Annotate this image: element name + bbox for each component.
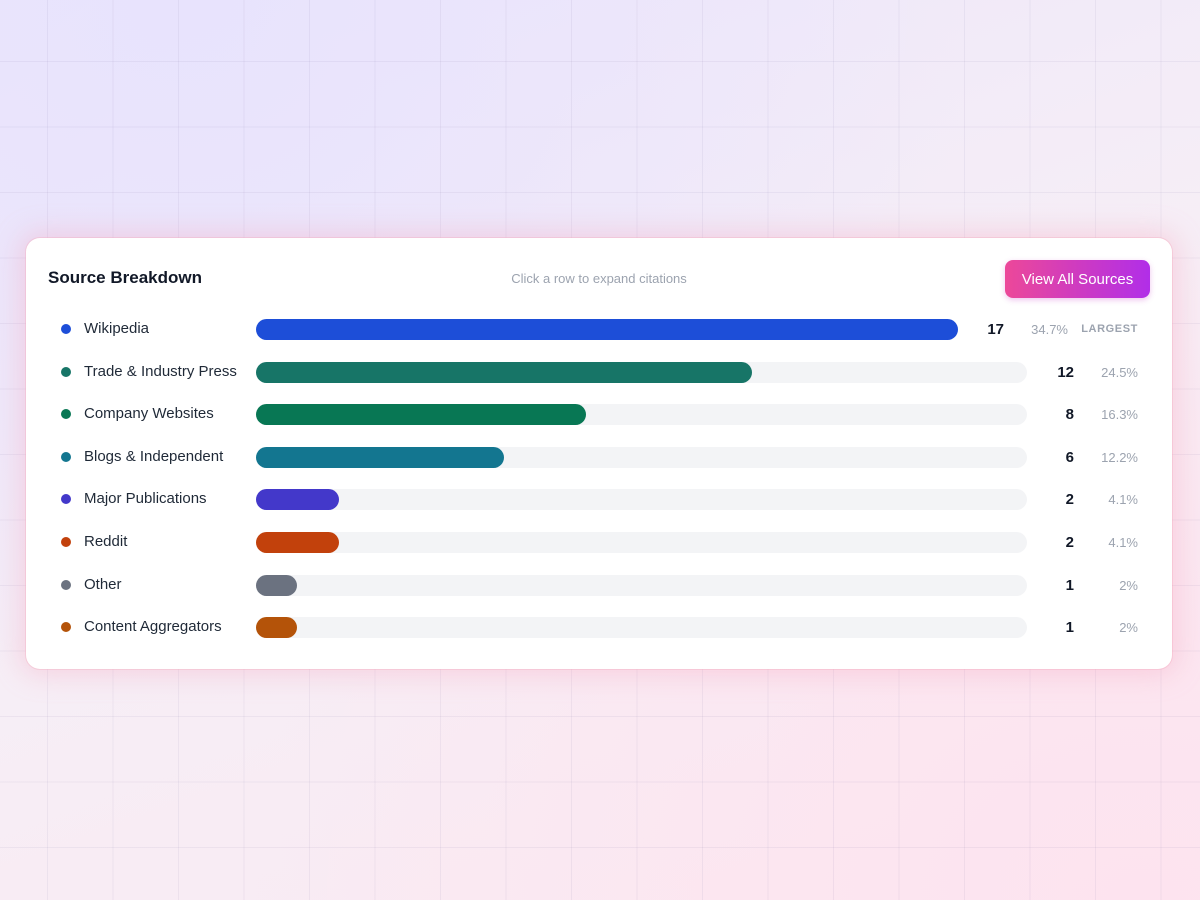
bar-track — [256, 404, 1027, 426]
source-label: Content Aggregators — [84, 618, 222, 636]
expand-hint: Click a row to expand citations — [511, 271, 687, 286]
color-dot-icon — [61, 579, 71, 590]
card-title: Source Breakdown — [48, 268, 202, 287]
source-row-reddit[interactable]: Reddit 2 4.1% — [26, 521, 1172, 564]
bar-fill — [256, 446, 504, 468]
color-dot-icon — [61, 494, 71, 505]
color-dot-icon — [61, 324, 71, 334]
source-row-major-publications[interactable]: Major Publications 2 4.1% — [26, 478, 1172, 521]
bar-track — [256, 617, 1027, 639]
source-percent: 12.2% — [1101, 449, 1138, 465]
bar-fill — [256, 489, 339, 511]
source-label: Blogs & Independent — [84, 447, 224, 465]
view-all-sources-button[interactable]: View All Sources — [1005, 260, 1150, 298]
source-label: Other — [84, 575, 122, 593]
source-count: 1 — [1065, 619, 1074, 637]
source-count: 2 — [1065, 533, 1074, 551]
source-list: Wikipedia 17 34.7% LARGEST Trade & Indus… — [26, 308, 1172, 649]
source-row-other[interactable]: Other 1 2% — [26, 564, 1172, 607]
source-count: 2 — [1065, 491, 1074, 509]
source-label: Trade & Industry Press — [84, 362, 237, 380]
source-label: Company Websites — [84, 405, 214, 423]
source-label: Wikipedia — [84, 320, 150, 337]
source-row-content-aggregators[interactable]: Content Aggregators 1 2% — [26, 606, 1172, 649]
bar-track — [256, 531, 1027, 553]
source-label: Reddit — [84, 532, 128, 550]
bar-track — [256, 446, 1027, 468]
bar-track — [256, 361, 1027, 383]
bar-track — [256, 489, 1027, 511]
source-row-trade-industry-press[interactable]: Trade & Industry Press 12 24.5% — [26, 351, 1172, 394]
source-percent: 4.1% — [1108, 534, 1138, 550]
color-dot-icon — [61, 536, 71, 547]
source-breakdown-card: Source Breakdown Click a row to expand c… — [26, 238, 1172, 669]
source-count: 12 — [1057, 363, 1074, 381]
bar-track — [256, 319, 958, 340]
source-count: 8 — [1065, 406, 1074, 424]
source-percent: 34.7% — [1031, 322, 1068, 337]
bar-fill — [256, 404, 587, 426]
source-label: Major Publications — [84, 490, 207, 508]
source-count: 1 — [1065, 576, 1074, 594]
color-dot-icon — [61, 409, 71, 420]
source-percent: 2% — [1119, 577, 1138, 593]
color-dot-icon — [61, 622, 71, 633]
source-percent: 16.3% — [1101, 407, 1138, 423]
source-percent: 4.1% — [1108, 492, 1138, 508]
largest-badge: LARGEST — [1081, 323, 1138, 335]
bar-track — [256, 574, 1027, 596]
color-dot-icon — [61, 366, 71, 377]
source-count: 17 — [987, 321, 1004, 338]
source-row-wikipedia[interactable]: Wikipedia 17 34.7% LARGEST — [26, 308, 1172, 351]
source-percent: 24.5% — [1101, 364, 1138, 380]
bar-fill — [256, 319, 958, 340]
source-row-blogs-independent[interactable]: Blogs & Independent 6 12.2% — [26, 436, 1172, 479]
bar-fill — [256, 617, 298, 639]
source-count: 6 — [1065, 448, 1074, 466]
bar-fill — [256, 574, 298, 596]
bar-fill — [256, 531, 339, 553]
source-row-company-websites[interactable]: Company Websites 8 16.3% — [26, 393, 1172, 436]
source-percent: 2% — [1119, 620, 1138, 636]
bar-fill — [256, 361, 752, 383]
color-dot-icon — [61, 451, 71, 462]
